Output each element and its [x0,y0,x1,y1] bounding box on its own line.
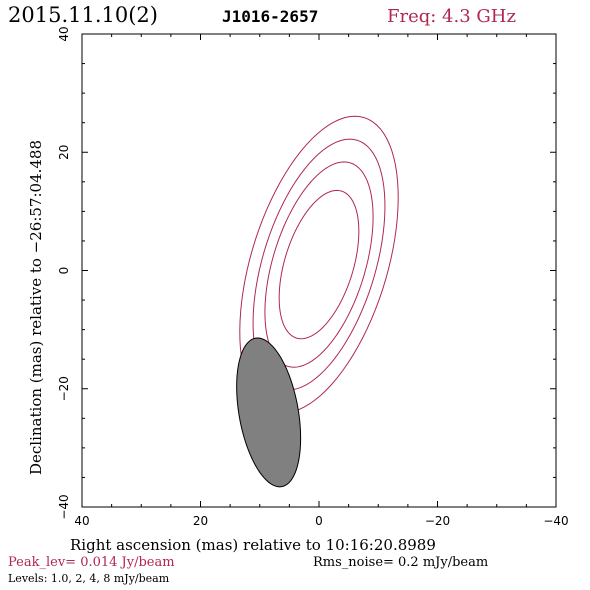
y-tick-label: 40 [57,26,71,41]
source-name: J1016-2657 [222,7,318,26]
axis-ticks [81,33,557,508]
contour-level-4 [278,189,360,340]
x-tick-label: −20 [425,514,450,528]
x-tick-label: 0 [315,514,323,528]
y-tick-label: 20 [57,145,71,160]
beam-ellipse [236,337,302,488]
contour-level-3 [264,161,374,368]
y-tick-label: −20 [57,376,71,401]
y-axis-label: Declination (mas) relative to −26:57:04.… [27,140,45,475]
frequency-label: Freq: 4.3 GHz [387,6,516,27]
plot-frame [81,33,557,508]
peak-level: Peak_lev= 0.014 Jy/beam [8,555,175,570]
x-tick-label: 20 [193,514,208,528]
y-tick-label: 0 [57,267,71,275]
x-tick-label: 40 [74,514,89,528]
x-tick-labels: 40 20 0 −20 −40 [74,514,568,528]
rms-noise: Rms_noise= 0.2 mJy/beam [313,555,488,570]
y-tick-labels: −40 −20 0 20 40 [57,26,71,519]
beam-group [236,337,302,488]
contour-levels: Levels: 1.0, 2, 4, 8 mJy/beam [8,572,170,585]
x-axis-label: Right ascension (mas) relative to 10:16:… [70,536,436,554]
x-tick-label: −40 [543,514,568,528]
observation-date: 2015.11.10(2) [8,3,158,27]
y-tick-label: −40 [57,494,71,519]
